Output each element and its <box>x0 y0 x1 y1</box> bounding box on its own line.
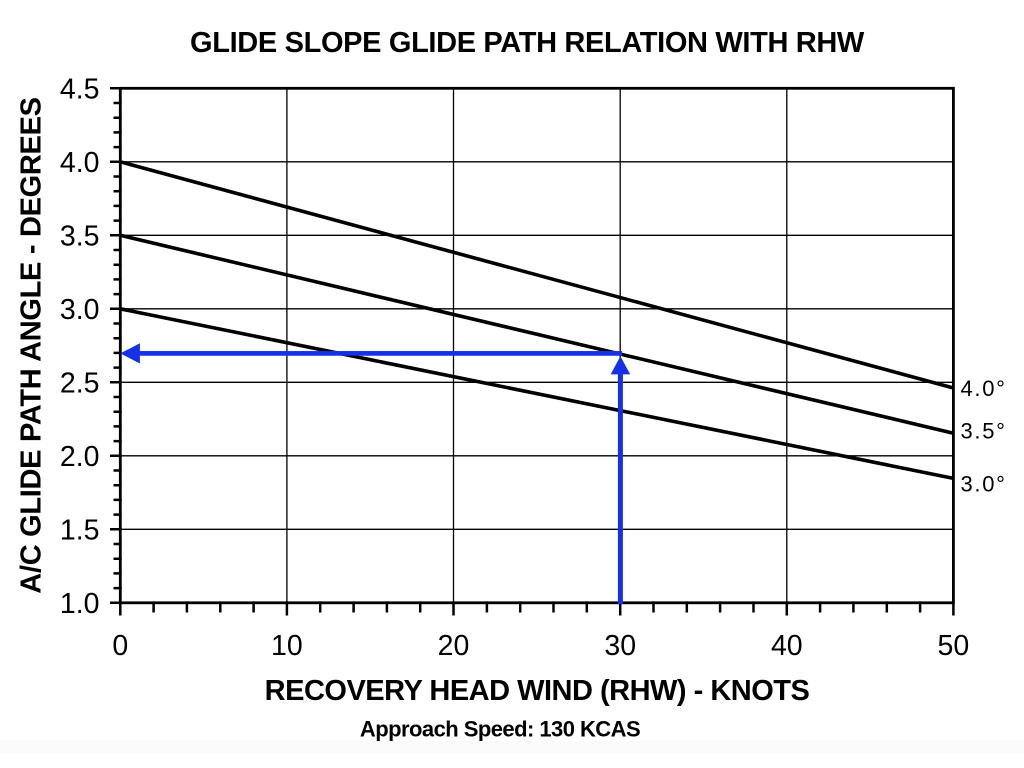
svg-text:1.0: 1.0 <box>60 588 100 620</box>
svg-text:3.0°: 3.0° <box>961 472 1007 497</box>
svg-text:4.0°: 4.0° <box>961 376 1007 401</box>
svg-text:1.5: 1.5 <box>60 514 100 546</box>
svg-text:Approach Speed: 130 KCAS: Approach Speed: 130 KCAS <box>360 717 640 742</box>
svg-text:50: 50 <box>938 630 970 662</box>
svg-text:0: 0 <box>112 630 128 662</box>
svg-text:3.5: 3.5 <box>60 220 100 252</box>
svg-text:40: 40 <box>771 630 803 662</box>
svg-text:3.0: 3.0 <box>60 294 100 326</box>
svg-text:A/C GLIDE PATH ANGLE - DEGREES: A/C GLIDE PATH ANGLE - DEGREES <box>16 97 48 593</box>
svg-text:30: 30 <box>604 630 636 662</box>
svg-text:20: 20 <box>438 630 470 662</box>
svg-text:3.5°: 3.5° <box>961 419 1007 444</box>
svg-text:4.0: 4.0 <box>60 147 100 179</box>
svg-text:2.0: 2.0 <box>60 441 100 473</box>
svg-text:RECOVERY HEAD WIND (RHW) - KNO: RECOVERY HEAD WIND (RHW) - KNOTS <box>265 675 810 707</box>
svg-text:4.5: 4.5 <box>60 73 100 105</box>
svg-text:2.5: 2.5 <box>60 367 100 399</box>
svg-text:GLIDE SLOPE GLIDE PATH RELATIO: GLIDE SLOPE GLIDE PATH RELATION WITH RHW <box>190 27 865 59</box>
svg-text:10: 10 <box>271 630 303 662</box>
